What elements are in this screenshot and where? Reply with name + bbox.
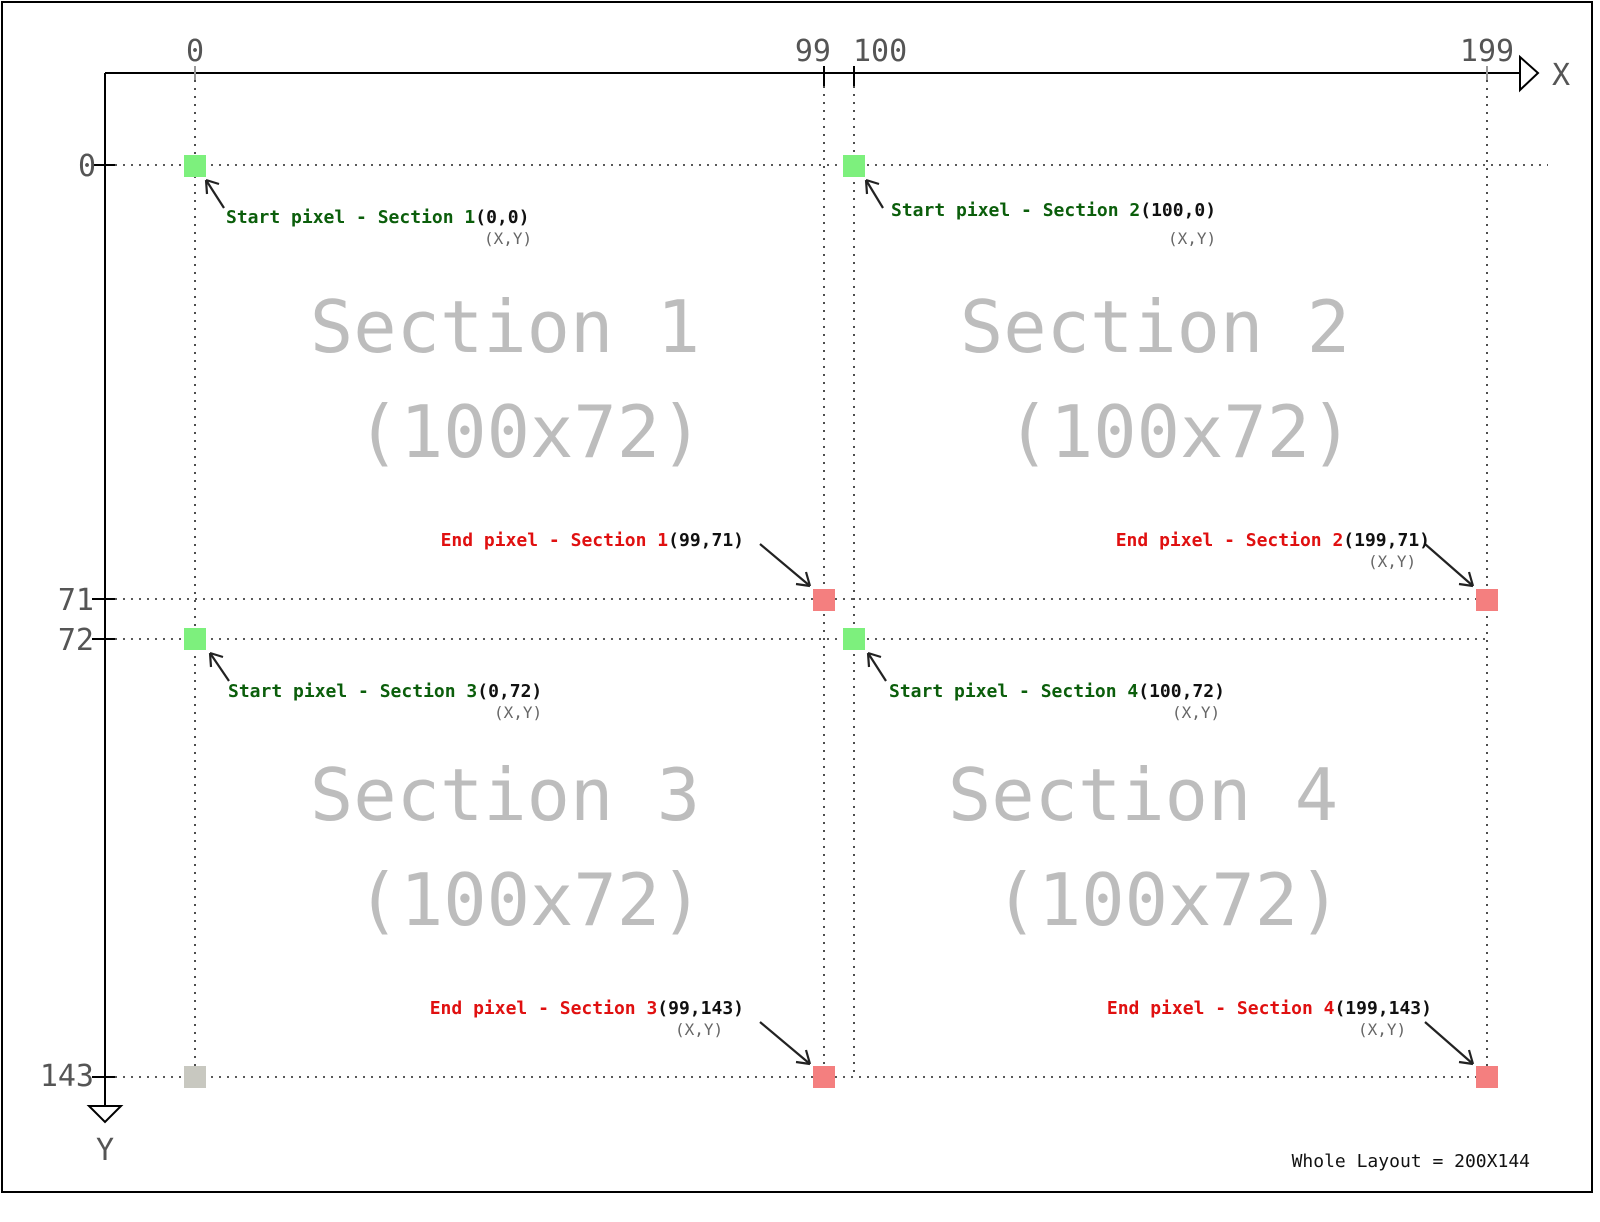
start-annotation-section-3: Start pixel - Section 3(0,72) — [228, 681, 542, 702]
start-arrowhead-section-2 — [864, 178, 880, 195]
section-4-size: (100x72) — [995, 858, 1342, 942]
xy-hint-section-4-start: (X,Y) — [1172, 703, 1220, 722]
start-arrow-section-4 — [867, 652, 887, 682]
section-1-size: (100x72) — [357, 390, 704, 474]
diagram-frame — [1, 1, 1593, 1193]
end-annotation-section-2: End pixel - Section 2(199,71) — [1116, 530, 1430, 551]
start-arrow-section-3 — [209, 652, 230, 682]
start-annotation-section-2: Start pixel - Section 2(100,0) — [891, 200, 1216, 221]
start-arrow-section-2 — [865, 179, 884, 209]
x-tick-label-0: 0 — [186, 34, 204, 69]
end-annotations: End pixel - Section 1(99,71) End pixel -… — [430, 530, 1432, 1039]
end-marker-section-3 — [813, 1066, 835, 1088]
section-2-title: Section 2 — [960, 285, 1350, 369]
section-2-size: (100x72) — [1007, 390, 1354, 474]
annotation-arrows — [204, 178, 1475, 1066]
section-4-title: Section 4 — [948, 753, 1338, 837]
x-axis-arrowhead — [1519, 54, 1540, 93]
end-arrowhead-section-3 — [795, 1049, 812, 1066]
axes: X Y 0 99 100 199 0 71 72 143 — [40, 34, 1570, 1168]
grid-lines — [115, 80, 1548, 1078]
y-tick-label-71: 71 — [58, 583, 94, 618]
section-3-title: Section 3 — [310, 753, 700, 837]
xy-hint-section-3-start: (X,Y) — [494, 703, 542, 722]
start-marker-section-3 — [184, 628, 206, 650]
start-annotation-section-1: Start pixel - Section 1(0,0) — [226, 207, 529, 228]
end-annotation-section-3: End pixel - Section 3(99,143) — [430, 998, 744, 1019]
origin-marker-row-143 — [184, 1066, 206, 1088]
end-arrowhead-section-1 — [795, 571, 812, 588]
x-axis-label: X — [1552, 58, 1570, 93]
section-titles: Section 1 (100x72) Section 2 (100x72) Se… — [310, 285, 1353, 942]
end-arrow-section-2 — [1424, 543, 1474, 587]
start-annotations: Start pixel - Section 1(0,0) (X,Y) Start… — [226, 200, 1225, 722]
y-axis-label: Y — [96, 1133, 114, 1168]
start-arrowhead-section-4 — [866, 651, 882, 668]
end-arrowhead-section-2 — [1458, 571, 1475, 588]
xy-hint-section-2-start: (X,Y) — [1168, 229, 1216, 248]
end-marker-section-1 — [813, 589, 835, 611]
y-tick-label-0: 0 — [78, 149, 96, 184]
y-tick-label-143: 143 — [40, 1059, 94, 1094]
y-axis-arrowhead — [86, 1105, 124, 1124]
end-arrowhead-section-4 — [1458, 1049, 1475, 1066]
end-annotation-section-1: End pixel - Section 1(99,71) — [441, 530, 744, 551]
section-3-size: (100x72) — [357, 858, 704, 942]
end-marker-section-2 — [1476, 589, 1498, 611]
x-tick-label-99: 99 — [795, 34, 831, 69]
x-tick-label-100: 100 — [853, 34, 907, 69]
whole-layout-footnote: Whole Layout = 200X144 — [1292, 1151, 1530, 1172]
start-marker-section-1 — [184, 155, 206, 177]
x-tick-label-199: 199 — [1460, 34, 1514, 69]
xy-hint-section-4-end: (X,Y) — [1358, 1020, 1406, 1039]
start-annotation-section-4: Start pixel - Section 4(100,72) — [889, 681, 1225, 702]
pixel-markers — [184, 155, 1498, 1088]
start-arrowhead-section-1 — [204, 178, 220, 195]
xy-hint-section-3-end: (X,Y) — [675, 1020, 723, 1039]
end-arrow-section-4 — [1424, 1021, 1474, 1065]
end-marker-section-4 — [1476, 1066, 1498, 1088]
start-marker-section-2 — [843, 155, 865, 177]
end-annotation-section-4: End pixel - Section 4(199,143) — [1107, 998, 1432, 1019]
start-arrowhead-section-3 — [208, 651, 224, 668]
y-tick-label-72: 72 — [58, 623, 94, 658]
end-arrow-section-1 — [759, 543, 811, 587]
section-1-title: Section 1 — [310, 285, 700, 369]
start-arrow-section-1 — [205, 179, 225, 209]
end-arrow-section-3 — [759, 1021, 811, 1065]
xy-hint-section-1-start: (X,Y) — [484, 229, 532, 248]
xy-hint-section-2-end: (X,Y) — [1368, 552, 1416, 571]
start-marker-section-4 — [843, 628, 865, 650]
